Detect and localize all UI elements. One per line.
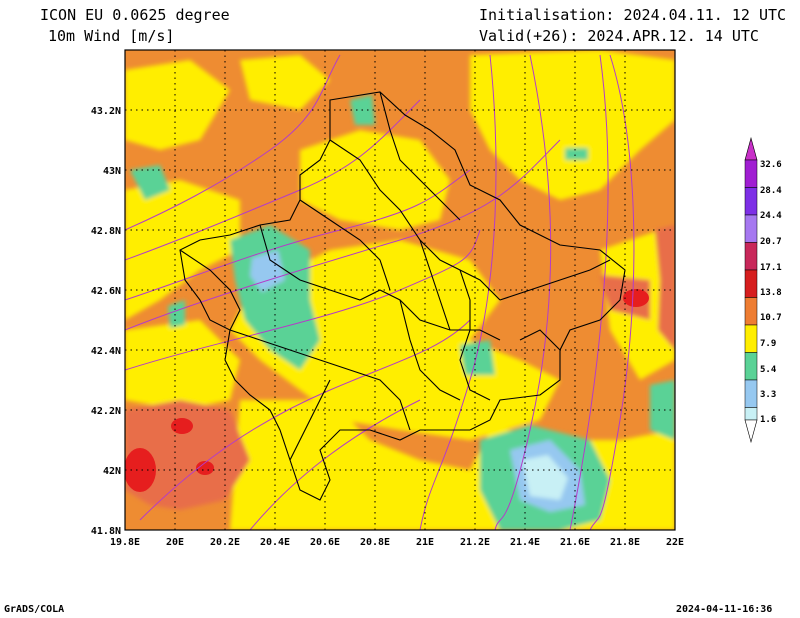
colorbar-swatch [744, 159, 758, 188]
colorbar-swatch [744, 407, 758, 421]
colorbar-swatch [744, 379, 758, 408]
colorbar-tick: 17.1 [760, 263, 782, 273]
colorbar-top-arrow [744, 136, 758, 161]
internal-border [379, 91, 461, 221]
lat-label: 42.8N [91, 226, 121, 237]
colorbar-tick: 7.9 [760, 339, 776, 349]
field-red-region [125, 448, 156, 492]
lat-label: 42.2N [91, 406, 121, 417]
streamline [569, 54, 609, 530]
colorbar-swatch [744, 324, 758, 353]
lon-label: 21.8E [610, 537, 640, 548]
field-redorange-region [655, 225, 675, 350]
internal-border [299, 199, 391, 291]
field-yellow-region [240, 55, 330, 110]
colorbar-swatch [744, 242, 758, 271]
colorbar-tick: 13.8 [760, 288, 782, 298]
variable-title: 10m Wind [m/s] [48, 27, 175, 45]
internal-border [399, 299, 461, 401]
field-red-region [171, 418, 193, 434]
lat-label: 43N [103, 166, 121, 177]
internal-border [229, 329, 411, 431]
streamline [125, 229, 481, 371]
field-red-region [623, 289, 649, 307]
field-green-region [168, 300, 185, 328]
internal-border [459, 269, 491, 401]
footer-timestamp: 2024-04-11-16:36 [676, 604, 773, 615]
district-borders [179, 91, 626, 501]
colorbar-tick: 1.6 [760, 415, 776, 425]
field-yellow-region [300, 130, 450, 230]
colorbar-tick: 10.7 [760, 313, 782, 323]
colorbar-swatch [744, 214, 758, 243]
streamline [494, 54, 552, 530]
internal-border [519, 329, 561, 351]
field-yellow-region [125, 320, 240, 410]
field-palecyan-region [522, 455, 568, 500]
lon-label: 20.4E [260, 537, 290, 548]
lon-label: 21.6E [560, 537, 590, 548]
streamline [419, 54, 497, 530]
lon-label: 20E [166, 537, 184, 548]
model-title: ICON EU 0.0625 degree [40, 6, 230, 24]
streamline [125, 54, 341, 231]
field-green-region [460, 340, 495, 375]
lon-label: 21E [416, 537, 434, 548]
colorbar-swatch [744, 187, 758, 216]
lat-label: 41.8N [91, 526, 121, 537]
field-redorange-region [125, 400, 250, 510]
field-green-region [650, 380, 675, 440]
field-red-region [196, 461, 214, 475]
lon-label: 21.4E [510, 537, 540, 548]
lon-label: 21.2E [460, 537, 490, 548]
grid-lines [125, 50, 675, 530]
internal-border [289, 379, 331, 461]
init-time: Initialisation: 2024.04.11. 12 UTC [479, 6, 787, 24]
colorbar-tick: 28.4 [760, 186, 782, 196]
valid-time: Valid(+26): 2024.APR.12. 14 UTC [479, 27, 759, 45]
lat-label: 43.2N [91, 106, 121, 117]
colorbar-tick: 5.4 [760, 365, 777, 375]
colorbar-swatch [744, 352, 758, 381]
streamline [589, 54, 635, 530]
field-yellow-region [125, 180, 240, 320]
streamline [125, 139, 561, 331]
field-green-region [130, 165, 170, 200]
colorbar-legend: 32.6 28.4 24.4 20.7 17.1 13.8 10.7 7.9 5… [744, 136, 782, 444]
lat-label: 42N [103, 466, 121, 477]
lon-label: 20.8E [360, 537, 390, 548]
colorbar-swatch [744, 297, 758, 326]
lon-label: 22E [666, 537, 684, 548]
footer-credit: GrADS/COLA [4, 604, 65, 615]
field-yellow-region [470, 50, 675, 200]
plot-frame [124, 49, 676, 531]
colorbar-tick: 20.7 [760, 237, 782, 247]
field-yellow-region [125, 60, 230, 150]
field-lightblue-region [250, 250, 285, 292]
lon-label: 20.2E [210, 537, 240, 548]
field-green-region [565, 148, 588, 160]
lat-label: 42.6N [91, 286, 121, 297]
colorbar-bottom-arrow [744, 419, 758, 444]
lat-label: 42.4N [91, 346, 121, 357]
streamline [249, 399, 421, 530]
colorbar-tick: 32.6 [760, 160, 782, 170]
internal-border [499, 259, 611, 301]
colorbar-tick: 3.3 [760, 390, 776, 400]
lon-axis: 19.8E 20E 20.2E 20.4E 20.6E 20.8E 21E 21… [110, 537, 684, 548]
internal-border [259, 224, 501, 341]
outer-border [179, 91, 626, 501]
lon-label: 19.8E [110, 537, 140, 548]
colorbar-tick: 24.4 [760, 211, 782, 221]
lat-axis: 41.8N 42N 42.2N 42.4N 42.6N 42.8N 43N 43… [91, 106, 121, 537]
colorbar-swatch [744, 269, 758, 298]
lon-label: 20.6E [310, 537, 340, 548]
